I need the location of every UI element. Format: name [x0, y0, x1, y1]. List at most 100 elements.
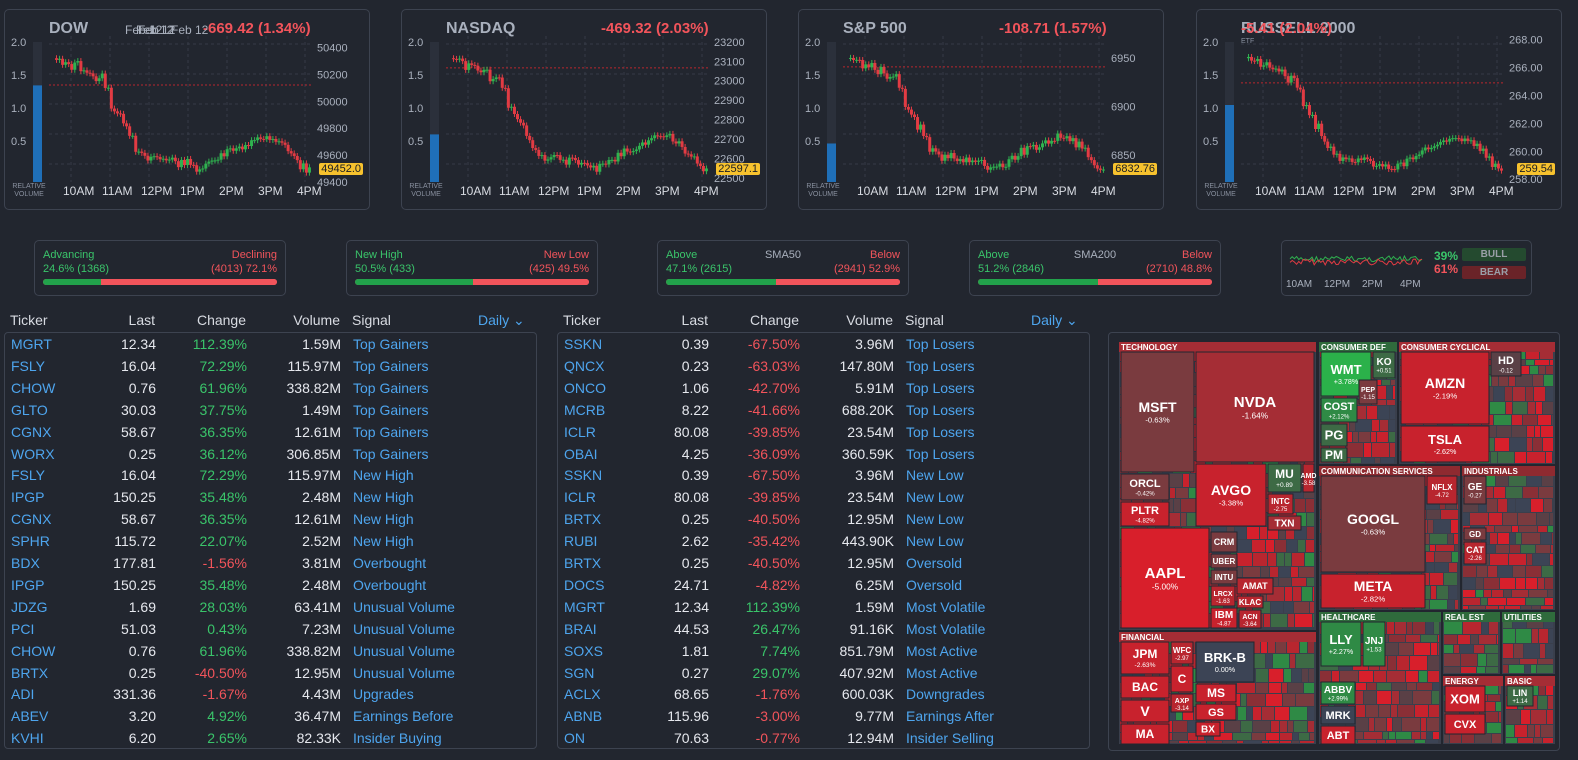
ticker-link[interactable]: JDZG: [11, 598, 48, 615]
ticker-link[interactable]: WORX: [11, 445, 55, 462]
table-row[interactable]: KVHI 6.20 2.65% 82.33K Insider Buying: [5, 728, 536, 750]
bull-button[interactable]: BULL: [1462, 248, 1526, 261]
ticker-link[interactable]: FSLY: [11, 357, 45, 374]
ticker-link[interactable]: BRTX: [564, 555, 602, 571]
heatmap-tile[interactable]: [1320, 725, 1356, 745]
table-row[interactable]: CHOW 0.76 61.96% 338.82M Unusual Volume: [5, 641, 536, 663]
table-row[interactable]: IPGP 150.25 35.48% 2.48M New High: [5, 487, 536, 509]
ticker-link[interactable]: RUBI: [564, 533, 598, 550]
ticker-link[interactable]: BRTX: [11, 664, 49, 681]
heatmap-tile[interactable]: [1170, 693, 1194, 713]
signal-link[interactable]: Top Gainers: [353, 379, 429, 396]
heatmap-tile[interactable]: [1426, 475, 1458, 505]
table-row[interactable]: ABNB 115.96 -3.00% 9.77M Earnings After: [558, 706, 1089, 728]
table-row[interactable]: SOXS 1.81 7.74% 851.79M Most Active: [558, 641, 1089, 663]
signal-link[interactable]: Insider Selling: [906, 730, 994, 747]
ticker-link[interactable]: SPHR: [11, 533, 50, 550]
signal-link[interactable]: Top Gainers: [353, 401, 429, 418]
signal-link[interactable]: Most Active: [906, 664, 978, 681]
ticker-link[interactable]: SOXS: [564, 642, 603, 659]
table-row[interactable]: QNCX 0.23 -63.03% 147.80M Top Losers: [558, 356, 1089, 378]
table-row[interactable]: JDZG 1.69 28.03% 63.41M Unusual Volume: [5, 597, 536, 619]
ticker-link[interactable]: FSLY: [11, 467, 45, 484]
heatmap-tile[interactable]: [1506, 685, 1534, 707]
signal-link[interactable]: New Low: [906, 467, 964, 484]
signal-link[interactable]: Most Volatile: [906, 598, 986, 615]
heatmap-tile[interactable]: [1490, 351, 1522, 377]
table-row[interactable]: SPHR 115.72 22.07% 2.52M New High: [5, 531, 536, 553]
table-row[interactable]: ABEV 3.20 4.92% 36.47M Earnings Before: [5, 706, 536, 728]
ticker-link[interactable]: BRTX: [564, 511, 602, 528]
heatmap-tile[interactable]: [1463, 475, 1487, 505]
index-chart-3[interactable]: 2.0 1.5 1.0 0.5 6950 6900 6850 10AM 11AM 12PM 1PM 2…: [136, 9, 1164, 210]
table-row[interactable]: MGRT 12.34 112.39% 1.59M Top Gainers: [5, 334, 536, 356]
heatmap-tile[interactable]: [1358, 379, 1378, 405]
heatmap-tile[interactable]: [1267, 463, 1302, 493]
period-dropdown[interactable]: Daily ⌄: [478, 312, 525, 328]
ticker-link[interactable]: PCI: [11, 620, 35, 637]
heatmap-tile[interactable]: [1320, 573, 1426, 609]
signal-link[interactable]: Oversold: [906, 576, 963, 593]
table-row[interactable]: FSLY 16.04 72.29% 115.97M Top Gainers: [5, 356, 536, 378]
heatmap-tile[interactable]: [1400, 425, 1490, 463]
heatmap-tile[interactable]: [1400, 351, 1490, 425]
heatmap-tile[interactable]: [1320, 681, 1356, 705]
ticker-link[interactable]: SSKN: [564, 467, 603, 484]
index-chart-1[interactable]: 2.0 1.5 1.0 0.5 50400 50200 50000 49800 49600 494…: [4, 9, 370, 210]
ticker-link[interactable]: MCRB: [564, 401, 606, 418]
ticker-link[interactable]: CHOW: [11, 642, 56, 659]
signal-link[interactable]: New High: [353, 533, 414, 550]
ticker-link[interactable]: ONCO: [564, 379, 606, 396]
signal-link[interactable]: Earnings Before: [353, 708, 454, 725]
heatmap-tile[interactable]: [1195, 703, 1237, 721]
ticker-link[interactable]: ICLR: [564, 423, 596, 440]
table-row[interactable]: BRTX 0.25 -40.50% 12.95M Oversold: [558, 553, 1089, 575]
heatmap-tile[interactable]: [1463, 527, 1487, 541]
ticker-link[interactable]: CGNX: [11, 423, 52, 440]
heatmap-tile[interactable]: [1210, 569, 1238, 585]
signal-link[interactable]: New Low: [906, 489, 964, 506]
index-chart-svg[interactable]: 2.0 1.5 1.0 0.5 23200 23100 23000 22900 22800 227…: [402, 10, 768, 211]
table-row[interactable]: SGN 0.27 29.07% 407.92M Most Active: [558, 663, 1089, 685]
ticker-link[interactable]: GLTO: [11, 401, 48, 418]
heatmap-tile[interactable]: [1372, 351, 1396, 379]
index-chart-2[interactable]: 2.0 1.5 1.0 0.5 23200 23100 23000 22900 22800 227…: [138, 9, 768, 211]
signal-link[interactable]: Earnings After: [906, 708, 994, 725]
signal-link[interactable]: Downgrades: [906, 686, 985, 703]
table-row[interactable]: ADI 331.36 -1.67% 4.43M Upgrades: [5, 684, 536, 706]
heatmap-tile[interactable]: [1463, 541, 1487, 565]
table-row[interactable]: DOCS 24.71 -4.82% 6.25M Oversold: [558, 575, 1089, 597]
signal-link[interactable]: Top Losers: [906, 336, 975, 352]
heatmap-tile[interactable]: [1320, 397, 1358, 423]
ticker-link[interactable]: BDX: [11, 555, 40, 571]
signal-link[interactable]: Unusual Volume: [353, 664, 455, 681]
heatmap-tile[interactable]: [1170, 641, 1194, 665]
ticker-link[interactable]: ACLX: [564, 686, 601, 703]
table-row[interactable]: CHOW 0.76 61.96% 338.82M Top Gainers: [5, 378, 536, 400]
ticker-link[interactable]: CHOW: [11, 379, 56, 396]
ticker-link[interactable]: KVHI: [11, 730, 44, 747]
ticker-link[interactable]: ABEV: [11, 708, 49, 725]
table-row[interactable]: SSKN 0.39 -67.50% 3.96M New Low: [558, 465, 1089, 487]
heatmap-tile[interactable]: [1120, 501, 1170, 527]
signal-link[interactable]: Oversold: [906, 555, 963, 571]
signal-link[interactable]: Top Gainers: [353, 336, 429, 352]
table-row[interactable]: ONCO 1.06 -42.70% 5.91M Top Losers: [558, 378, 1089, 400]
heatmap-tile[interactable]: [1320, 423, 1348, 447]
heatmap-tile[interactable]: [1362, 621, 1386, 667]
heatmap-tile[interactable]: [1195, 351, 1315, 463]
ticker-link[interactable]: ADI: [11, 686, 35, 703]
table-row[interactable]: BRAI 44.53 26.47% 91.16K Most Volatile: [558, 619, 1089, 641]
signal-link[interactable]: Insider Buying: [353, 730, 442, 747]
heatmap-tile[interactable]: [1195, 683, 1237, 703]
table-row[interactable]: GLTO 30.03 37.75% 1.49M Top Gainers: [5, 400, 536, 422]
heatmap-tile[interactable]: [1210, 607, 1238, 629]
ticker-link[interactable]: IPGP: [11, 489, 45, 506]
table-row[interactable]: BDX 177.81 -1.56% 3.81M Overbought: [5, 553, 536, 575]
signal-link[interactable]: Upgrades: [353, 686, 414, 703]
signal-link[interactable]: New Low: [906, 511, 964, 528]
heatmap-tile[interactable]: [1210, 531, 1238, 553]
ticker-link[interactable]: MGRT: [11, 336, 52, 352]
signal-link[interactable]: Top Gainers: [353, 357, 429, 374]
index-chart-svg[interactable]: 2.0 1.5 1.0 0.5 268.00 266.00 264.00 262.00 260.…: [1197, 10, 1563, 211]
